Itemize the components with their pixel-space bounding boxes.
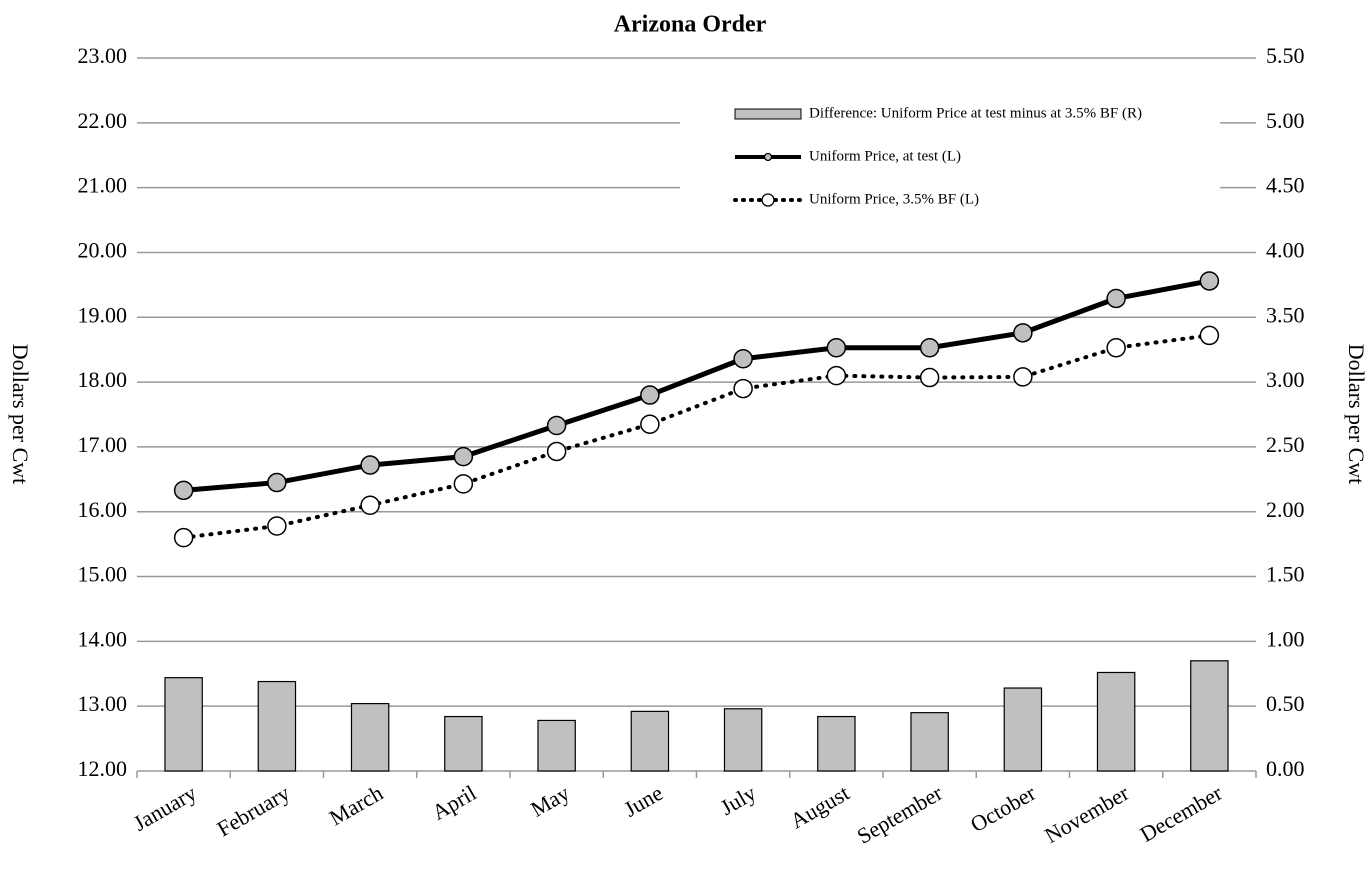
bar (257, 680, 297, 772)
x-tick-label: August (786, 780, 854, 833)
chart-title: Arizona Order (614, 12, 767, 38)
x-tick-label: April (428, 780, 481, 825)
legend-marker (763, 152, 773, 162)
x-tick-label: March (325, 780, 387, 830)
y-tick-label: 14.00 (78, 626, 128, 651)
marker (173, 527, 194, 548)
legend-label: Uniform Price, at test (L) (809, 148, 961, 164)
line (183, 278, 1210, 493)
bar (350, 702, 390, 772)
marker (733, 378, 753, 399)
y2-tick-label: 0.50 (1266, 691, 1305, 716)
marker (919, 337, 940, 358)
y2-tick-label: 3.50 (1266, 302, 1305, 327)
y-tick-label: 17.00 (78, 432, 128, 457)
y-tick-label: 16.00 (78, 497, 128, 522)
y2-tick-label: 1.00 (1266, 626, 1305, 651)
y2-tick-label: 2.00 (1266, 497, 1305, 522)
x-tick-label: June (619, 780, 666, 822)
legend-label: Difference: Uniform Price at test minus … (809, 105, 1142, 121)
x-tick-label: May (526, 780, 573, 822)
marker (360, 495, 380, 515)
x-tick-label: December (1136, 780, 1227, 847)
y2-tick-label: 5.50 (1266, 43, 1305, 68)
bar (1096, 671, 1136, 772)
marker (640, 385, 660, 405)
marker (360, 455, 380, 475)
bar (537, 719, 576, 772)
x-tick-label: November (1040, 780, 1133, 848)
x-tick-label: July (716, 780, 760, 820)
y2-tick-label: 4.00 (1266, 238, 1305, 263)
marker (1106, 337, 1126, 358)
marker (453, 446, 474, 467)
y-tick-label: 18.00 (78, 367, 128, 392)
marker (546, 415, 567, 436)
y-tick-label: 19.00 (78, 302, 128, 327)
bar (444, 715, 483, 772)
legend-label: Uniform Price, 3.5% BF (L) (809, 191, 979, 207)
marker (640, 414, 660, 434)
y2-tick-label: 2.50 (1266, 432, 1305, 457)
legend-swatch (734, 108, 802, 120)
marker (1106, 288, 1126, 309)
y-tick-label: 21.00 (78, 173, 128, 198)
legend-marker (761, 193, 775, 207)
y-tick-label: 12.00 (78, 756, 128, 781)
bar (1003, 687, 1043, 772)
y2-tick-label: 0.00 (1266, 756, 1305, 781)
marker (267, 516, 287, 536)
marker (1199, 271, 1220, 291)
marker (173, 480, 194, 501)
y-tick-label: 22.00 (78, 108, 128, 133)
bar (630, 710, 670, 772)
marker (546, 441, 567, 462)
bar (164, 677, 203, 772)
bar (723, 708, 763, 772)
marker (1199, 325, 1220, 346)
y-axis-label: Dollars per Cwt (8, 344, 33, 485)
y2-tick-label: 1.50 (1266, 562, 1305, 587)
y2-axis-label: Dollars per Cwt (1344, 344, 1368, 485)
y-tick-label: 15.00 (78, 562, 128, 587)
marker (1013, 367, 1033, 387)
y-tick-label: 23.00 (78, 43, 128, 68)
marker (267, 472, 287, 493)
y2-tick-label: 3.00 (1266, 367, 1305, 392)
marker (919, 367, 940, 388)
marker (826, 337, 847, 358)
x-tick-label: September (853, 780, 948, 849)
x-tick-label: January (129, 780, 201, 836)
line (181, 333, 1212, 540)
y-tick-label: 13.00 (78, 691, 128, 716)
y2-tick-label: 4.50 (1266, 173, 1305, 198)
marker (1013, 323, 1033, 343)
x-tick-label: October (966, 780, 1040, 837)
x-tick-label: February (213, 780, 294, 841)
y-tick-label: 20.00 (78, 238, 128, 263)
bar (1190, 660, 1229, 772)
marker (453, 474, 474, 494)
bar (817, 715, 856, 772)
bar (910, 712, 949, 772)
marker (826, 365, 847, 386)
legend-background (680, 100, 1220, 230)
y2-tick-label: 5.00 (1266, 108, 1305, 133)
marker (733, 349, 753, 369)
